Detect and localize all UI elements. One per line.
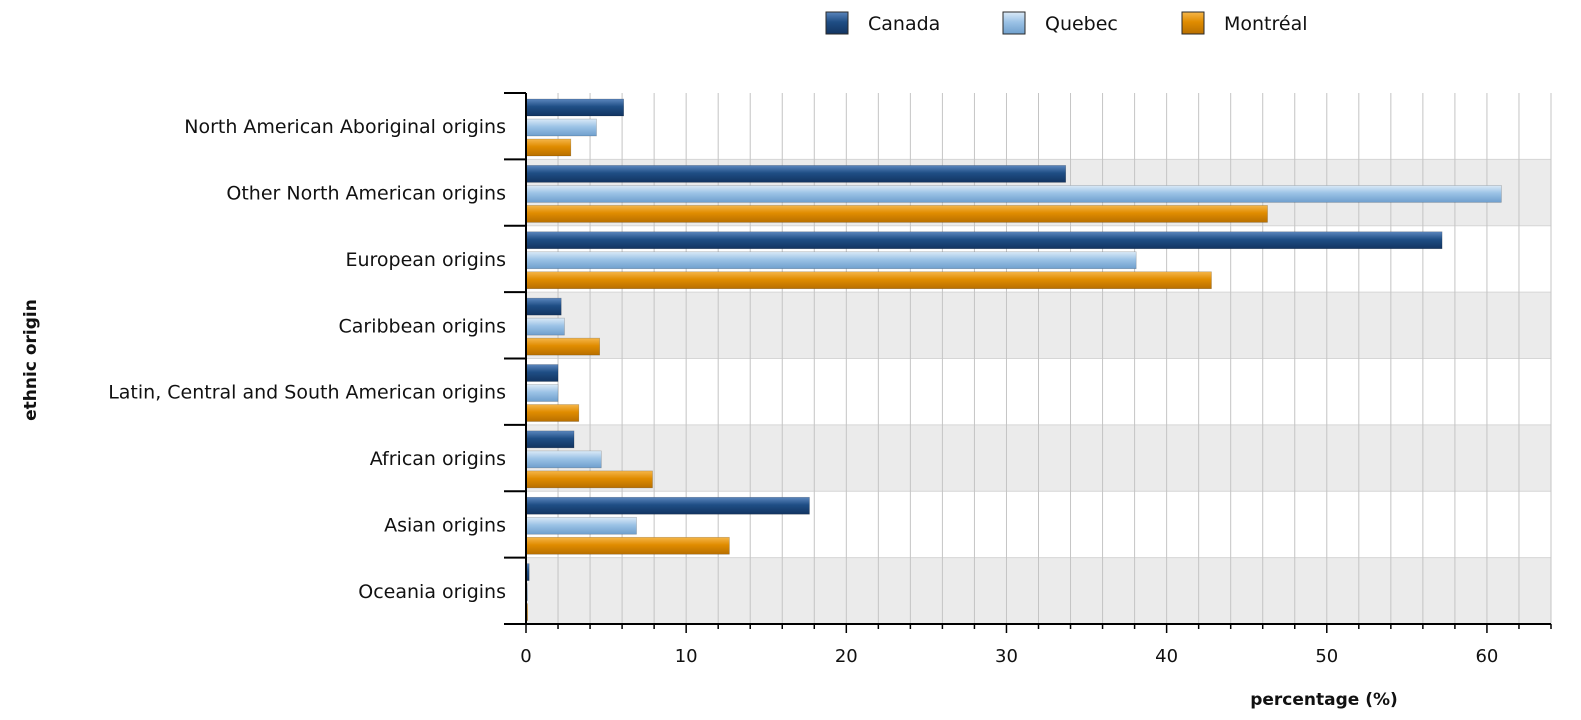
- bar-quebec-2: [526, 252, 1136, 269]
- x-tick-label: 60: [1475, 646, 1498, 667]
- bar-quebec-3: [526, 318, 564, 335]
- bar-montr-al-2: [526, 272, 1211, 289]
- bar-montr-al-6: [526, 537, 729, 554]
- bar-montr-al-3: [526, 338, 600, 355]
- bar-quebec-1: [526, 185, 1501, 202]
- x-tick-label: 10: [675, 646, 698, 667]
- bar-quebec-0: [526, 119, 596, 136]
- category-label: Asian origins: [384, 514, 506, 536]
- legend-label: Montréal: [1224, 13, 1308, 35]
- bar-canada-1: [526, 165, 1066, 182]
- bar-montr-al-1: [526, 205, 1268, 222]
- x-tick-label: 0: [520, 646, 531, 667]
- bar-canada-0: [526, 99, 624, 116]
- category-labels: North American Aboriginal origins Other N…: [108, 116, 506, 603]
- bar-canada-2: [526, 232, 1442, 249]
- x-ticks: 0 10 20 30 40 50 60: [520, 646, 1498, 667]
- legend-label: Canada: [868, 13, 940, 35]
- bar-montr-al-5: [526, 471, 653, 488]
- x-tick-label: 50: [1315, 646, 1338, 667]
- legend-swatch: [1003, 12, 1025, 34]
- x-tick-label: 20: [835, 646, 858, 667]
- legend-label: Quebec: [1045, 13, 1118, 35]
- legend: Canada Quebec Montréal: [826, 12, 1308, 35]
- bar-quebec-4: [526, 385, 558, 402]
- legend-swatch: [1182, 12, 1204, 34]
- bar-canada-4: [526, 365, 558, 382]
- x-tick-label: 30: [995, 646, 1018, 667]
- bar-canada-3: [526, 298, 561, 315]
- bar-canada-5: [526, 431, 574, 448]
- bar-montr-al-0: [526, 139, 571, 156]
- category-label: European origins: [345, 249, 506, 271]
- bar-quebec-5: [526, 451, 601, 468]
- category-label: Oceania origins: [358, 581, 506, 603]
- category-label: Other North American origins: [226, 183, 506, 205]
- x-tick-label: 40: [1155, 646, 1178, 667]
- category-label: Caribbean origins: [338, 315, 506, 337]
- legend-swatch: [826, 12, 848, 34]
- bar-quebec-6: [526, 517, 637, 534]
- category-label: African origins: [370, 448, 506, 470]
- y-axis-title: ethnic origin: [21, 299, 41, 421]
- bar-montr-al-4: [526, 405, 579, 422]
- bar-canada-6: [526, 497, 809, 514]
- category-label: Latin, Central and South American origin…: [108, 382, 506, 404]
- category-label: North American Aboriginal origins: [184, 116, 506, 138]
- x-axis-title: percentage (%): [1250, 690, 1398, 710]
